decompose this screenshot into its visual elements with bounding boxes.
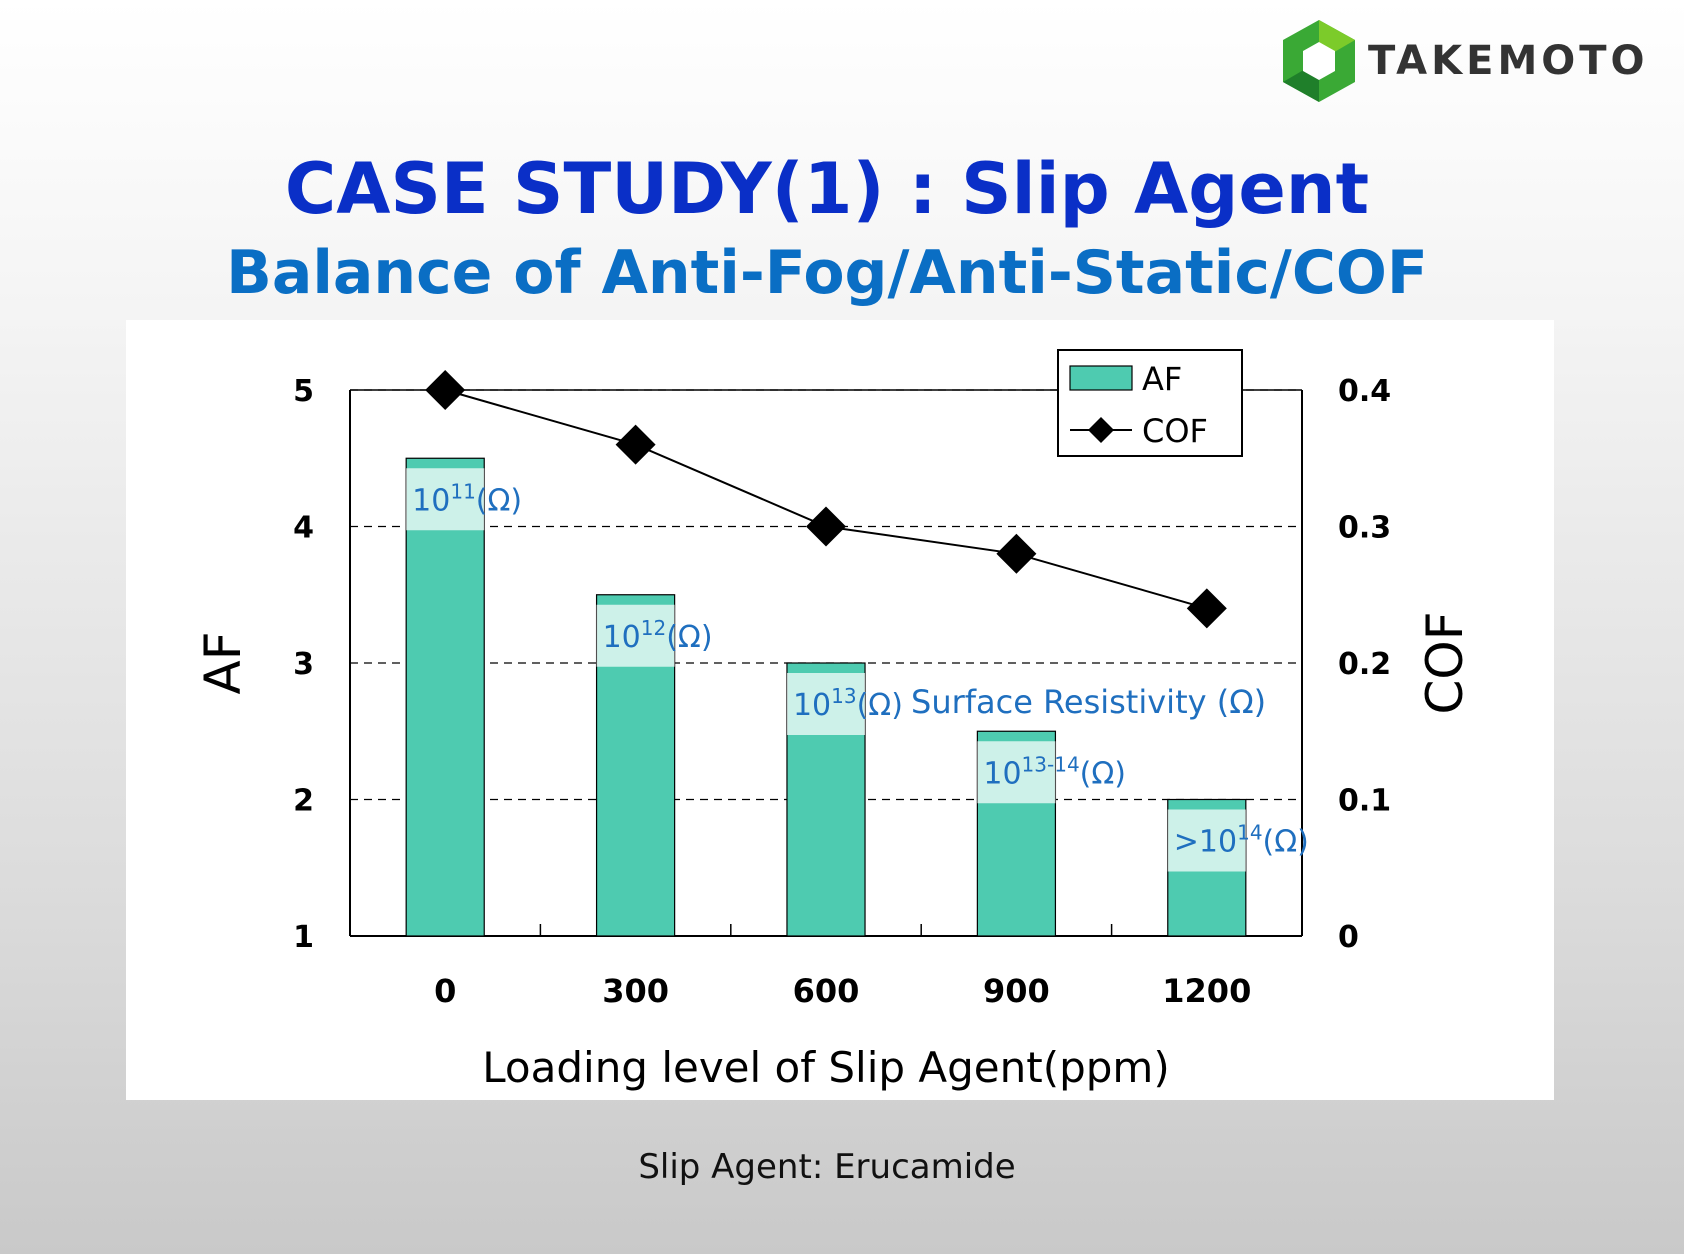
annotation-highlight [786,673,866,735]
y-right-tick-label: 0.4 [1338,374,1391,409]
x-tick-label: 300 [602,972,669,1010]
cof-marker [615,424,656,465]
annotation-highlight [977,741,1056,804]
resistivity-label: 1011(Ω) [412,479,522,518]
y-left-tick-label: 4 [293,511,314,546]
resistivity-label: 1013(Ω) [793,684,903,723]
x-tick-label: 1200 [1162,972,1251,1010]
page-title: CASE STUDY(1) : Slip Agent [284,148,1370,230]
annotation-highlight [596,604,675,667]
y-right-tick-label: 0.3 [1338,511,1391,546]
cof-marker [996,533,1037,574]
y-right-tick-label: 0 [1338,920,1359,955]
y-right-axis-title: COF [1416,611,1474,714]
surface-resistivity-label: Surface Resistivity (Ω) [911,683,1266,721]
y-left-axis-title: AF [194,632,252,695]
annotation-highlight [1167,809,1246,872]
x-tick-label: 0 [434,972,456,1010]
cof-marker [1186,588,1227,629]
y-left-tick-label: 5 [293,374,314,409]
hexagon-logo-icon [1283,20,1355,102]
cof-marker [425,370,466,410]
x-axis-title: Loading level of Slip Agent(ppm) [482,1043,1169,1092]
logo-wordmark: TAKEMOTO [1368,38,1649,84]
resistivity-label: 1012(Ω) [603,616,713,655]
y-left-tick-label: 3 [293,647,314,682]
page-subtitle: Balance of Anti-Fog/Anti-Static/COF [226,238,1428,308]
chart-panel: 1 2 3 4 5 0 0.1 0.2 0.3 0.4 0 300 600 900 1200 Loading … [126,320,1554,1100]
y-left-tick-label: 1 [293,920,314,955]
y-right-tick-label: 0.2 [1338,647,1391,682]
legend-label-cof: COF [1142,412,1208,450]
y-right-tick-label: 0.1 [1338,784,1391,819]
bar-af [405,457,485,937]
resistivity-label: 1013-14(Ω) [983,752,1126,791]
y-left-tick-label: 2 [293,784,314,819]
footnote: Slip Agent: Erucamide [638,1147,1016,1187]
takemoto-logo: TAKEMOTO [1280,16,1649,106]
x-tick-label: 900 [983,972,1050,1010]
annotation-highlight [406,468,485,531]
legend-swatch-cof-marker [1088,417,1114,443]
legend-label-af: AF [1142,360,1182,398]
legend-swatch-af [1069,365,1133,391]
resistivity-label: >1014(Ω) [1174,821,1309,860]
x-tick-label: 600 [793,972,860,1010]
combo-chart: 1 2 3 4 5 0 0.1 0.2 0.3 0.4 0 300 600 900 1200 Loading … [194,349,1474,1092]
cof-marker [806,506,846,547]
